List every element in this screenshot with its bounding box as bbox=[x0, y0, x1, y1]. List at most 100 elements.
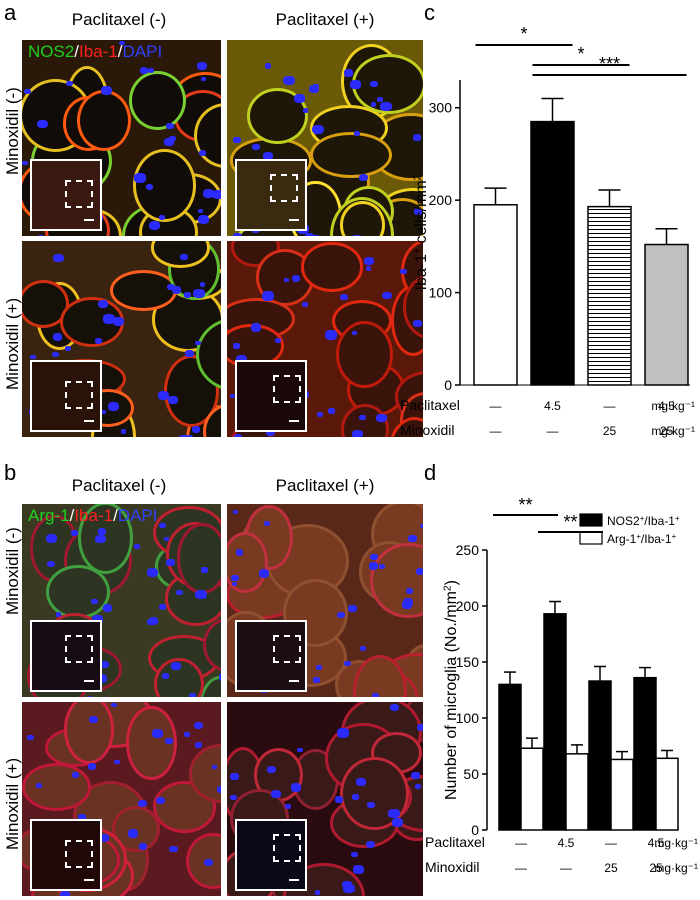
treatment-dose: — bbox=[490, 424, 502, 438]
roi-box bbox=[65, 635, 93, 663]
micrograph bbox=[227, 702, 423, 896]
bar bbox=[644, 243, 689, 386]
bar bbox=[587, 205, 632, 386]
text-part: ) bbox=[443, 580, 460, 585]
scale-bar bbox=[289, 680, 299, 682]
text-part: 2 bbox=[442, 585, 453, 591]
scale-bar bbox=[84, 680, 94, 682]
micrograph: NOS2/Iba-1/DAPI bbox=[22, 40, 221, 236]
y-tick-label: 200 bbox=[429, 192, 453, 208]
roi-box bbox=[273, 635, 301, 663]
roi-box bbox=[273, 834, 301, 862]
scale-bar bbox=[84, 420, 94, 422]
micrograph bbox=[227, 504, 423, 697]
legend-label: NOS2+/Iba-1+ bbox=[607, 514, 680, 528]
micrograph bbox=[22, 702, 221, 896]
treatment-dose: — bbox=[515, 861, 527, 875]
treatment-unit: mg·kg⁻¹ bbox=[654, 861, 698, 875]
overview-inset bbox=[30, 159, 102, 231]
treatment-dose: 4.5 bbox=[558, 836, 575, 850]
text-part: + bbox=[675, 514, 680, 523]
treatment-dose: 25 bbox=[603, 424, 617, 438]
stain-label-part: DAPI bbox=[117, 506, 158, 525]
text-part: Arg-1 bbox=[607, 532, 637, 546]
treatment-dose: — bbox=[605, 836, 617, 850]
y-axis-label: Number of microglia (No./mm2) bbox=[442, 580, 460, 800]
significance-label: *** bbox=[599, 54, 620, 74]
text-part: Number of microglia (No./mm bbox=[443, 591, 460, 800]
bar bbox=[565, 753, 589, 831]
text-part: + bbox=[672, 532, 677, 541]
y-tick-label: 0 bbox=[471, 822, 479, 838]
bar bbox=[633, 676, 657, 831]
col-header: Paclitaxel (+) bbox=[275, 10, 375, 29]
y-tick-label: 300 bbox=[429, 100, 453, 116]
col-header: Paclitaxel (-) bbox=[71, 10, 167, 29]
col-header: Paclitaxel (+) bbox=[275, 476, 375, 495]
treatment-dose: 25 bbox=[649, 861, 663, 875]
panel-letter-a: a bbox=[4, 0, 17, 25]
overview-inset bbox=[30, 360, 102, 432]
stain-label-part: Iba-1 bbox=[79, 42, 118, 61]
text-part: NOS2 bbox=[607, 514, 640, 528]
treatment-dose: 4.5 bbox=[658, 399, 675, 413]
bar bbox=[610, 758, 634, 831]
stain-label-part: / bbox=[117, 42, 123, 61]
treatment-dose: — bbox=[490, 399, 502, 413]
treatment-dose: — bbox=[560, 861, 572, 875]
bar bbox=[655, 757, 679, 831]
overview-inset bbox=[30, 819, 102, 891]
text-part: + bbox=[640, 514, 645, 523]
scale-bar bbox=[289, 879, 299, 881]
stain-label-part: / bbox=[74, 42, 80, 61]
roi-box bbox=[65, 840, 93, 868]
bar bbox=[473, 204, 518, 386]
bar bbox=[543, 613, 567, 831]
stain-label-part: Arg-1 bbox=[28, 506, 70, 525]
stain-label-part: Iba-1 bbox=[74, 506, 114, 525]
scale-bar bbox=[289, 219, 299, 221]
text-part: cells/mm bbox=[413, 180, 430, 248]
bar bbox=[498, 683, 522, 831]
treatment-label: Paclitaxel bbox=[425, 834, 485, 850]
legend-label: Arg-1+/Iba-1+ bbox=[607, 532, 677, 546]
treatment-dose: 4.5 bbox=[648, 836, 665, 850]
text-part: /Iba-1 bbox=[641, 532, 672, 546]
y-tick-label: 100 bbox=[429, 285, 453, 301]
text-part: 2 bbox=[412, 174, 423, 180]
scale-bar bbox=[84, 879, 94, 881]
bar bbox=[530, 120, 575, 386]
y-tick-label: 100 bbox=[456, 710, 480, 726]
legend-swatch bbox=[579, 531, 603, 545]
scale-bar bbox=[289, 420, 299, 422]
overview-inset bbox=[235, 620, 307, 692]
overview-inset bbox=[235, 360, 307, 432]
treatment-unit: mg·kg⁻¹ bbox=[651, 399, 695, 413]
legend-swatch bbox=[579, 513, 603, 527]
treatment-dose: — bbox=[547, 424, 559, 438]
stain-label: Arg-1/Iba-1/DAPI bbox=[28, 506, 157, 526]
row-header: Minoxidil (-) bbox=[3, 87, 22, 175]
overview-inset bbox=[235, 819, 307, 891]
stain-label-part: / bbox=[69, 506, 75, 525]
y-axis-label: Iba-1+ cells/mm2 bbox=[412, 174, 430, 290]
treatment-label: Minoxidil bbox=[400, 422, 454, 438]
treatment-dose: — bbox=[515, 836, 527, 850]
y-tick-label: 250 bbox=[456, 542, 480, 558]
significance-label: ** bbox=[518, 495, 532, 515]
treatment-dose: 25 bbox=[604, 861, 618, 875]
treatment-label: Minoxidil bbox=[425, 859, 479, 875]
y-tick-label: 0 bbox=[444, 377, 452, 393]
panel-letter-c: c bbox=[424, 0, 435, 25]
y-tick-label: 200 bbox=[456, 598, 480, 614]
micrograph bbox=[227, 241, 423, 437]
row-header: Minoxidil (+) bbox=[3, 297, 22, 390]
bar-chart-d: 0 50 100 150 200 250 Number of microglia (No./… bbox=[425, 495, 698, 875]
treatment-dose: — bbox=[604, 399, 616, 413]
bar bbox=[588, 680, 612, 831]
treatment-dose: 25 bbox=[660, 424, 674, 438]
row-header: Minoxidil (+) bbox=[3, 757, 22, 850]
treatment-unit: mg·kg⁻¹ bbox=[651, 424, 695, 438]
stain-label-part: / bbox=[113, 506, 118, 525]
